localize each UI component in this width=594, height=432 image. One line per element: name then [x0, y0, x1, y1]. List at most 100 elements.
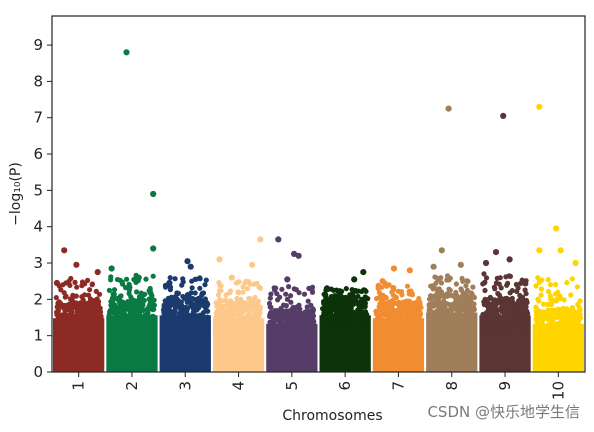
chr-7-point — [399, 324, 405, 330]
chr-2-point — [124, 306, 130, 312]
chr-5-point — [309, 284, 316, 290]
chr-1-point — [95, 305, 101, 312]
chr-4-point — [247, 296, 253, 302]
chr-10-peak-point — [557, 247, 564, 254]
chr-10-point — [553, 298, 559, 304]
chr-10-point — [563, 331, 569, 337]
x-tick-label: 3 — [176, 381, 194, 391]
chr-3-peak-point — [184, 258, 191, 265]
chr-1-point — [89, 299, 95, 305]
chr-2-point — [126, 281, 132, 287]
x-tick-label: 9 — [496, 381, 514, 391]
chr-3-point — [174, 318, 180, 324]
chr-3-point — [196, 295, 202, 301]
chr-5-point — [267, 319, 273, 325]
chr-6-point — [349, 287, 355, 293]
chr-2-point — [144, 307, 150, 313]
chr-3-point — [205, 321, 211, 327]
chr-1-peak-point — [53, 279, 61, 287]
chr-4-point — [244, 286, 250, 292]
y-tick-label: 4 — [33, 218, 43, 236]
chr-10-point — [567, 313, 573, 319]
chr-8-point — [435, 277, 441, 283]
chr-7-peak-point — [379, 278, 386, 285]
chr-8-point — [460, 278, 466, 284]
chr-4-peak-point — [249, 261, 256, 268]
chr-8-peak-point — [438, 247, 445, 254]
chr-5-point — [305, 298, 311, 304]
chr-4-point — [238, 296, 244, 302]
chr-8-point — [468, 290, 474, 296]
chr-2-point — [133, 299, 139, 305]
chr-10-point — [564, 280, 570, 286]
chr-2-point — [123, 302, 129, 308]
chr-6-peak-point — [360, 269, 367, 276]
chr-10-point — [540, 328, 546, 334]
chr-10-point — [545, 307, 551, 313]
chr-10-peak-point — [572, 259, 579, 267]
chr-3-peak-point — [166, 279, 173, 287]
chr-3-point — [166, 305, 172, 311]
chr-9-peak-point — [506, 256, 513, 263]
chr-6-point — [365, 296, 371, 302]
chr-6-point — [334, 322, 340, 328]
chr-10-point — [533, 304, 539, 310]
chr-7-point — [382, 312, 388, 318]
chr-3-point — [196, 302, 202, 308]
chr-3-point — [189, 285, 195, 291]
chr-9-point — [520, 315, 526, 321]
chr-2-point — [139, 306, 145, 312]
chr-3-point — [197, 276, 203, 282]
chr-10-point — [575, 332, 581, 338]
chr-1-point — [97, 309, 104, 315]
chr-5-point — [309, 315, 315, 321]
chr-7-peak-point — [390, 265, 397, 272]
chr-5-point — [291, 286, 297, 292]
chr-8-point — [444, 291, 450, 297]
chr-3-point — [179, 282, 185, 288]
chr-3-point — [200, 314, 206, 320]
chr-4-point — [252, 311, 258, 317]
chr-7-point — [398, 319, 404, 325]
chr-1-point — [66, 278, 72, 284]
chr-7-point — [391, 285, 397, 291]
chr-8-point — [444, 301, 450, 307]
chr-10-point — [548, 301, 554, 308]
chr-4-point — [217, 282, 223, 289]
chr-2-point — [146, 288, 152, 294]
chr-6-point — [323, 292, 329, 298]
chr-10-point — [545, 311, 551, 317]
y-axis-label-group: −log₁₀(P) — [8, 162, 24, 226]
y-axis-label: −log₁₀(P) — [8, 162, 24, 226]
chr-5-point — [289, 306, 295, 312]
chr-10-point — [541, 334, 547, 340]
chr-1-point — [72, 279, 78, 285]
chr-1-point — [62, 294, 68, 300]
chr-2-point — [109, 301, 115, 307]
chr-8-point — [435, 326, 441, 332]
chr-1-point — [74, 284, 80, 290]
chr-1-point — [87, 303, 93, 309]
chr-1-point — [79, 294, 85, 300]
chr-4-point — [239, 310, 245, 316]
chr-6-point — [360, 303, 367, 309]
chr-7-point — [406, 313, 413, 319]
chr-5-point — [277, 318, 283, 324]
chr-6-point — [329, 321, 335, 327]
chr-3-point — [171, 326, 177, 332]
chr-3-point — [180, 276, 186, 282]
chr-2-point — [114, 295, 120, 302]
chr-2-point — [142, 291, 148, 297]
chr-1-point — [55, 308, 62, 314]
chr-2-peak-point — [150, 245, 157, 252]
chr-6-point — [327, 325, 333, 332]
chr-9-point — [496, 281, 502, 287]
chr-9-point — [503, 306, 509, 312]
chr-7-point — [404, 283, 411, 289]
chr-7-point — [417, 320, 423, 326]
chr-9-peak-point — [500, 112, 507, 119]
y-tick-label: 3 — [33, 254, 43, 272]
x-tick-label: 8 — [443, 381, 461, 391]
chr-8-point — [448, 292, 454, 298]
chr-6-point — [324, 323, 330, 329]
